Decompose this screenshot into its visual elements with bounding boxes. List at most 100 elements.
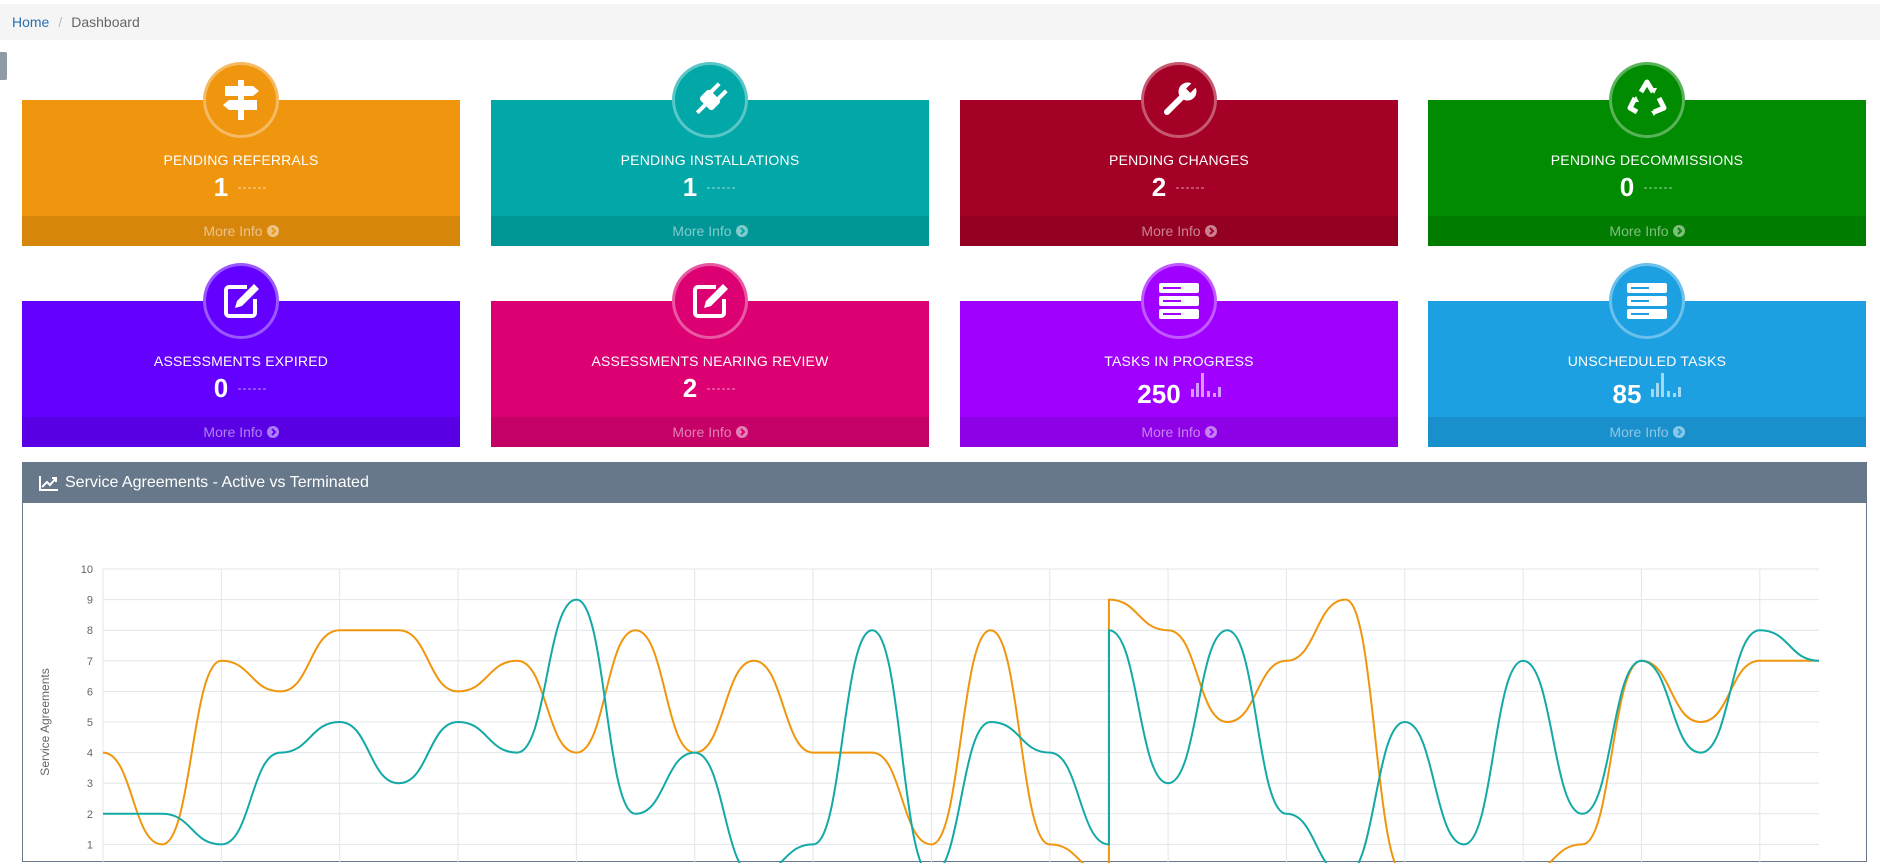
y-axis-title: Service Agreements — [38, 668, 52, 775]
more-info-label: More Info — [1141, 223, 1201, 239]
y-tick-label: 6 — [87, 686, 93, 698]
y-tick-label: 10 — [81, 564, 93, 576]
y-tick-label: 9 — [87, 595, 93, 607]
more-info-link[interactable]: More Info — [960, 216, 1398, 246]
more-info-label: More Info — [672, 223, 732, 239]
y-tick-label: 5 — [87, 717, 93, 729]
more-info-label: More Info — [203, 424, 263, 440]
tile-value-row: 2 — [491, 373, 929, 403]
service-agreements-chart: 01234567891014. Sep16. Sep18. Sep20. Sep… — [38, 564, 1820, 868]
more-info-link[interactable]: More Info — [22, 216, 460, 246]
more-info-label: More Info — [672, 424, 732, 440]
more-info-link[interactable]: More Info — [22, 417, 460, 447]
signpost-icon — [203, 62, 279, 138]
tile-title: ASSESSMENTS NEARING REVIEW — [591, 353, 829, 369]
more-info-label: More Info — [203, 223, 263, 239]
breadcrumb: Home / Dashboard — [0, 4, 1880, 40]
breadcrumb-home-link[interactable]: Home — [12, 14, 50, 30]
tile-value-row: 0 — [22, 373, 460, 403]
plug-icon — [672, 62, 748, 138]
chevron-circle-right-icon — [1204, 225, 1217, 237]
breadcrumb-current: Dashboard — [71, 14, 140, 30]
tile-body: PENDING DECOMMISSIONS 0 More Info — [1428, 62, 1866, 246]
summary-tile: PENDING INSTALLATIONS 1 More Info — [491, 62, 929, 246]
more-info-label: More Info — [1609, 424, 1669, 440]
tile-title: ASSESSMENTS EXPIRED — [153, 353, 329, 369]
summary-tile: ASSESSMENTS EXPIRED 0 More Info — [22, 263, 460, 447]
y-tick-label: 1 — [87, 839, 93, 851]
summary-tile: PENDING CHANGES 2 More Info — [960, 62, 1398, 246]
chevron-circle-right-icon — [266, 426, 279, 438]
more-info-label: More Info — [1609, 223, 1669, 239]
tile-title: PENDING REFERRALS — [163, 152, 319, 168]
more-info-link[interactable]: More Info — [491, 417, 929, 447]
sidebar-toggle-handle[interactable] — [0, 52, 7, 80]
panel-title: Service Agreements - Active vs Terminate… — [65, 474, 369, 491]
breadcrumb-separator: / — [58, 14, 63, 30]
tile-value: 2 — [1151, 172, 1167, 202]
more-info-link[interactable]: More Info — [491, 216, 929, 246]
chevron-circle-right-icon — [266, 225, 279, 237]
edit-icon — [672, 263, 748, 339]
tile-value-row: 2 — [960, 172, 1398, 202]
tile-value: 0 — [213, 373, 229, 403]
service-agreements-panel: Service Agreements - Active vs Terminate… — [22, 462, 1867, 868]
tile-value: 85 — [1612, 379, 1642, 409]
tile-value-row: 250 — [960, 373, 1398, 409]
tile-title: PENDING INSTALLATIONS — [620, 152, 800, 168]
tile-body: TASKS IN PROGRESS 250 More Info — [960, 263, 1398, 447]
wrench-icon — [1141, 62, 1217, 138]
tile-value: 2 — [682, 373, 698, 403]
more-info-link[interactable]: More Info — [1428, 417, 1866, 447]
tile-body: UNSCHEDULED TASKS 85 More Info — [1428, 263, 1866, 447]
server-icon — [1609, 263, 1685, 339]
summary-tile: TASKS IN PROGRESS 250 More Info — [960, 263, 1398, 447]
tile-value: 250 — [1137, 379, 1181, 409]
recycle-icon — [1609, 62, 1685, 138]
series-line-0 — [102, 598, 1819, 868]
tile-body: ASSESSMENTS NEARING REVIEW 2 More Info — [491, 263, 929, 447]
chevron-circle-right-icon — [1672, 225, 1685, 237]
tile-title: UNSCHEDULED TASKS — [1567, 353, 1727, 369]
y-tick-label: 4 — [87, 748, 93, 760]
chevron-circle-right-icon — [735, 426, 748, 438]
sparkline — [1644, 177, 1675, 195]
server-icon — [1141, 263, 1217, 339]
line-chart-icon — [39, 475, 59, 491]
sparkline — [238, 378, 269, 396]
sparkline — [238, 177, 269, 195]
more-info-link[interactable]: More Info — [1428, 216, 1866, 246]
summary-tile: ASSESSMENTS NEARING REVIEW 2 More Info — [491, 263, 929, 447]
summary-tile: PENDING DECOMMISSIONS 0 More Info — [1428, 62, 1866, 246]
tile-body: ASSESSMENTS EXPIRED 0 More Info — [22, 263, 460, 447]
tile-value-row: 0 — [1428, 172, 1866, 202]
tile-body: PENDING REFERRALS 1 More Info — [22, 62, 460, 246]
tile-value: 0 — [1619, 172, 1635, 202]
sparkline — [707, 378, 738, 396]
chevron-circle-right-icon — [1204, 426, 1217, 438]
y-tick-label: 7 — [87, 656, 93, 668]
sparkline — [1176, 177, 1207, 195]
tile-value: 1 — [213, 172, 229, 202]
tile-title: PENDING DECOMMISSIONS — [1550, 152, 1744, 168]
tile-title: TASKS IN PROGRESS — [1104, 353, 1254, 369]
y-tick-label: 8 — [87, 625, 93, 637]
summary-tile: PENDING REFERRALS 1 More Info — [22, 62, 460, 246]
tile-title: PENDING CHANGES — [1109, 152, 1249, 168]
y-tick-label: 2 — [87, 809, 93, 821]
chevron-circle-right-icon — [1672, 426, 1685, 438]
tile-value-row: 85 — [1428, 373, 1866, 409]
sparkline — [707, 177, 738, 195]
tile-value-row: 1 — [22, 172, 460, 202]
tile-body: PENDING CHANGES 2 More Info — [960, 62, 1398, 246]
edit-icon — [203, 263, 279, 339]
more-info-label: More Info — [1141, 424, 1201, 440]
tile-value-row: 1 — [491, 172, 929, 202]
series-line-1 — [103, 598, 1820, 868]
y-tick-label: 3 — [87, 778, 93, 790]
chevron-circle-right-icon — [735, 225, 748, 237]
tile-value: 1 — [682, 172, 698, 202]
more-info-link[interactable]: More Info — [960, 417, 1398, 447]
panel-heading: Service Agreements - Active vs Terminate… — [23, 463, 1866, 503]
summary-tile: UNSCHEDULED TASKS 85 More Info — [1428, 263, 1866, 447]
